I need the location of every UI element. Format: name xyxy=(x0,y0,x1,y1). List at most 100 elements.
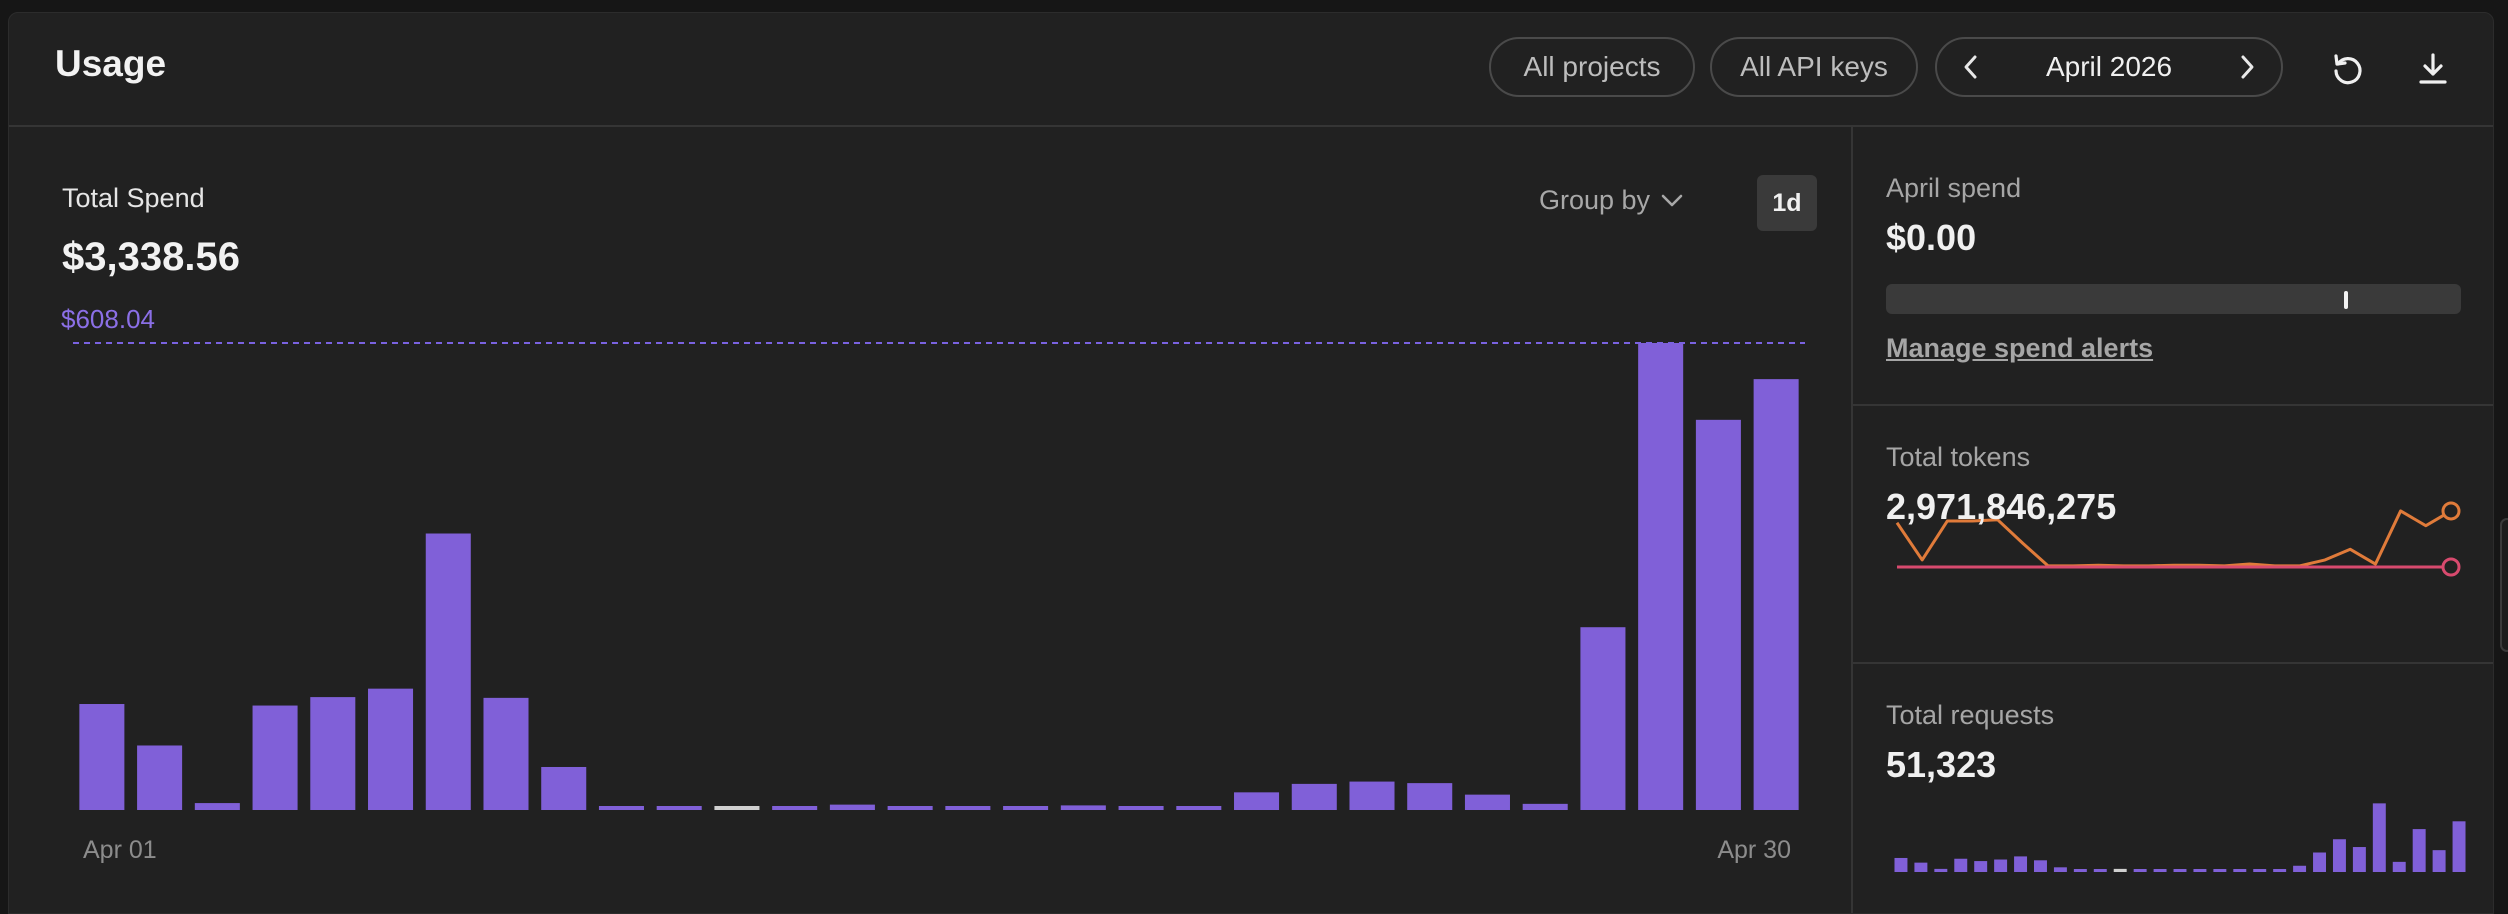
total-requests-label: Total requests xyxy=(1886,700,2055,730)
requests-bar xyxy=(2352,847,2366,872)
spend-bar-apr-02 xyxy=(137,745,183,810)
requests-bar xyxy=(2153,869,2167,872)
requests-bar xyxy=(2372,803,2386,872)
requests-bar-chart xyxy=(1894,803,2466,872)
spend-bar-apr-18 xyxy=(1060,805,1106,810)
spend-bar-apr-09 xyxy=(541,766,587,810)
spend-bar-apr-03 xyxy=(194,803,240,810)
requests-bar xyxy=(2332,839,2346,872)
scroll-handle[interactable] xyxy=(2500,518,2508,652)
total-tokens-label: Total tokens xyxy=(1886,442,2031,472)
requests-bar xyxy=(1894,857,1908,872)
spend-bar-apr-29 xyxy=(1695,419,1741,810)
total-tokens-value: 2,971,846,275 xyxy=(1886,486,2117,527)
spend-bar-apr-26 xyxy=(1522,803,1568,810)
tokens-series-line-0 xyxy=(1895,509,2452,568)
spend-bar-apr-15 xyxy=(887,806,933,810)
spend-bar-apr-23 xyxy=(1349,781,1395,810)
spend-bar-apr-20 xyxy=(1176,806,1222,810)
requests-bar xyxy=(2113,868,2127,872)
requests-bar xyxy=(1974,861,1988,872)
tokens-series-end-point-0 xyxy=(2441,501,2461,521)
requests-bar xyxy=(1994,859,2008,872)
interval-toggle[interactable]: 1d xyxy=(1757,175,1817,231)
requests-bar xyxy=(2253,869,2267,872)
april-spend-label: April spend xyxy=(1886,173,2022,203)
page-title: Usage xyxy=(55,43,167,84)
spend-bar-apr-25 xyxy=(1464,794,1510,810)
requests-bar xyxy=(2053,867,2067,872)
spend-bar-apr-11 xyxy=(656,806,702,810)
requests-bar xyxy=(2392,861,2406,872)
spend-bar-apr-16 xyxy=(945,806,991,810)
requests-bar xyxy=(2034,860,2047,872)
api-keys-filter-button[interactable]: All API keys xyxy=(1710,37,1918,97)
month-label: April 2026 xyxy=(2045,51,2173,82)
requests-bar xyxy=(2073,869,2087,872)
spend-bar-apr-04 xyxy=(252,705,298,810)
max-spend-label: $608.04 xyxy=(61,304,155,334)
refresh-icon xyxy=(2334,54,2362,85)
spend-bar-apr-17 xyxy=(1003,806,1049,810)
requests-bar xyxy=(2432,850,2446,872)
x-tick-label-end: Apr 30 xyxy=(1717,836,1791,864)
budget-marker xyxy=(2344,291,2348,309)
refresh-button[interactable] xyxy=(2327,49,2367,89)
requests-bar xyxy=(2313,852,2326,872)
budget-progress-bar xyxy=(1886,284,2461,314)
spend-bar-apr-30 xyxy=(1753,379,1799,810)
total-requests-value: 51,323 xyxy=(1886,744,1997,785)
spend-bar-chart: $608.04 Apr 01 Apr 30 xyxy=(61,304,1805,864)
spend-bar-apr-01 xyxy=(79,704,125,810)
tokens-line-chart xyxy=(1895,501,2461,577)
requests-bar xyxy=(2293,865,2307,872)
requests-bar xyxy=(2173,869,2187,872)
spend-bar-apr-19 xyxy=(1118,806,1164,810)
spend-bar-apr-13 xyxy=(772,806,818,810)
april-spend-value: $0.00 xyxy=(1886,217,1977,258)
spend-bar-apr-28 xyxy=(1638,343,1684,810)
x-tick-label-start: Apr 01 xyxy=(83,836,157,864)
spend-bar-apr-12 xyxy=(714,806,760,810)
requests-bar xyxy=(2273,869,2287,872)
spend-bar-apr-05 xyxy=(310,697,356,810)
spend-bar-apr-10 xyxy=(598,806,644,810)
requests-bar xyxy=(1934,868,1948,872)
group-by-label: Group by xyxy=(1539,185,1651,215)
requests-bar xyxy=(2233,869,2247,872)
spend-bar-apr-27 xyxy=(1580,627,1626,810)
requests-bar xyxy=(2014,856,2028,872)
projects-filter-button[interactable]: All projects xyxy=(1489,37,1695,97)
spend-section: $608.04 Apr 01 Apr 30 Total Spend $3,338.5… xyxy=(9,127,1853,913)
spend-bar-apr-07 xyxy=(425,533,471,810)
spend-total: $3,338.56 xyxy=(62,235,240,279)
spend-bar-apr-06 xyxy=(368,688,414,810)
requests-bar xyxy=(1914,862,1928,872)
spend-bar-apr-21 xyxy=(1234,792,1280,810)
manage-spend-alerts-link[interactable]: Manage spend alerts xyxy=(1886,333,2154,363)
month-picker: April 2026 xyxy=(1935,37,2283,97)
tokens-series-end-point-1 xyxy=(2441,557,2461,577)
spend-bar-apr-08 xyxy=(483,697,529,810)
spend-title: Total Spend xyxy=(62,183,205,213)
header: Usage All projects All API keys April 20… xyxy=(9,13,2493,127)
requests-bar xyxy=(1954,858,1968,872)
requests-bar xyxy=(2213,869,2227,872)
total-requests-card: Total requests 51,323 xyxy=(1853,664,2493,913)
requests-bar xyxy=(2193,869,2207,872)
group-by-dropdown[interactable]: Group by xyxy=(1539,185,1684,216)
april-spend-card: April spend $0.00 Manage spend alerts xyxy=(1853,127,2493,406)
download-icon xyxy=(2419,53,2447,84)
requests-bar xyxy=(2452,821,2466,872)
usage-panel: Usage All projects All API keys April 20… xyxy=(8,12,2494,914)
total-tokens-card: Total tokens 2,971,846,275 xyxy=(1853,406,2493,664)
chevron-right-icon[interactable] xyxy=(2229,49,2265,85)
requests-bar xyxy=(2133,869,2147,872)
spend-bar-apr-24 xyxy=(1407,783,1453,810)
requests-bar xyxy=(2093,869,2107,872)
requests-bar xyxy=(2412,829,2426,872)
summary-sidebar: April spend $0.00 Manage spend alerts To… xyxy=(1853,127,2493,913)
chevron-left-icon[interactable] xyxy=(1953,49,1989,85)
download-button[interactable] xyxy=(2413,49,2453,89)
chevron-down-icon xyxy=(1661,194,1683,206)
